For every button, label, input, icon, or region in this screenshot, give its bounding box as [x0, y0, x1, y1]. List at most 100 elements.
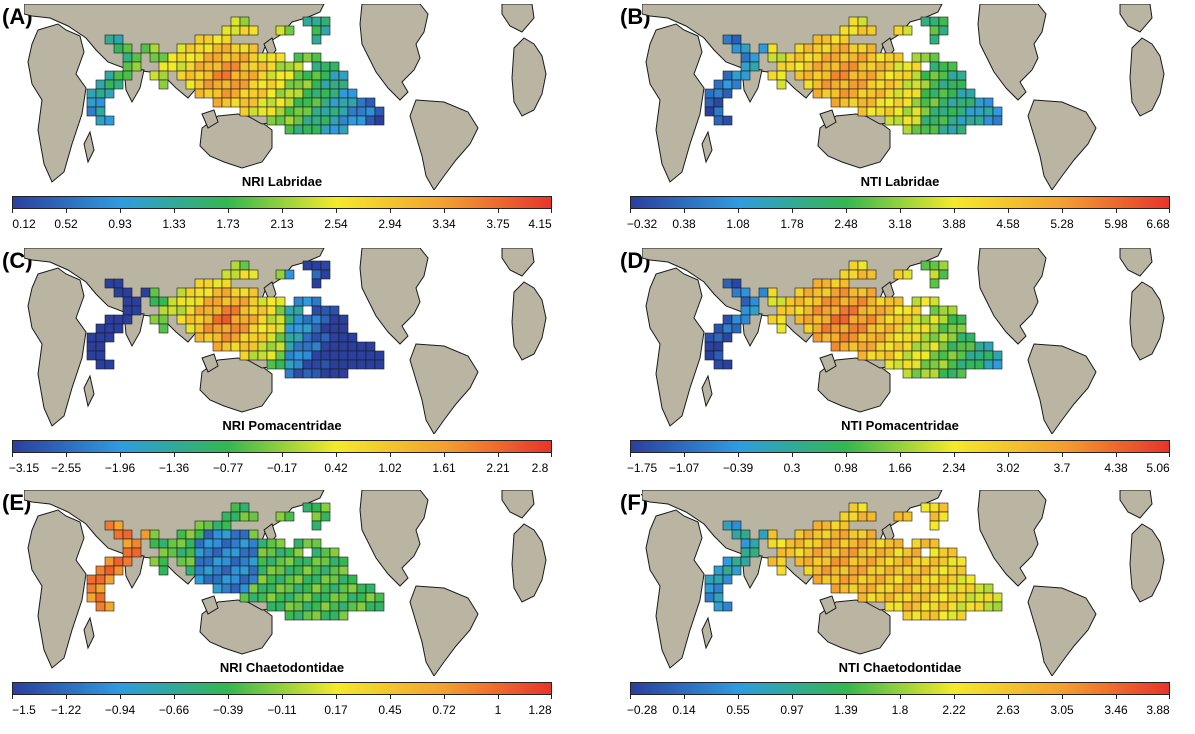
- grid-cell: [248, 574, 259, 585]
- landmass-africa: [27, 267, 87, 427]
- colorbar-tick-label: 1: [494, 703, 502, 717]
- grid-cell: [230, 25, 241, 36]
- colorbar-tick: [66, 695, 67, 699]
- grid-cell: [212, 97, 223, 108]
- grid-cell: [104, 115, 115, 126]
- world-map: [24, 248, 547, 434]
- grid-cell: [749, 538, 760, 549]
- colorbar-title: NTI Labridae: [860, 174, 940, 189]
- grid-cell: [320, 350, 331, 361]
- grid-cell: [812, 305, 823, 316]
- grid-cell: [230, 547, 241, 558]
- colorbar-tick: [1062, 209, 1063, 213]
- grid-cell: [965, 601, 976, 612]
- grid-cell: [938, 124, 949, 135]
- grid-cell: [776, 79, 787, 90]
- grid-cell: [239, 287, 250, 298]
- grid-cell: [320, 592, 331, 603]
- grid-cell: [347, 583, 358, 594]
- grid-cell: [320, 601, 331, 612]
- grid-cell: [722, 565, 733, 576]
- grid-cell: [947, 592, 958, 603]
- grid-cell: [839, 547, 850, 558]
- grid-cell: [713, 601, 724, 612]
- colorbar-tick-label: −0.66: [158, 703, 190, 717]
- grid-cell: [929, 106, 940, 117]
- world-map: [642, 490, 1165, 676]
- grid-cell: [920, 574, 931, 585]
- grid-cell: [329, 305, 340, 316]
- grid-cell: [212, 556, 223, 567]
- grid-cell: [203, 574, 214, 585]
- grid-cell: [158, 70, 169, 81]
- grid-cell: [149, 296, 160, 307]
- grid-cell: [731, 34, 742, 45]
- grid-cell: [311, 278, 322, 289]
- grid-cell: [812, 79, 823, 90]
- grid-cell: [929, 547, 940, 558]
- grid-cell: [821, 70, 832, 81]
- grid-cell: [794, 61, 805, 72]
- grid-cell: [275, 341, 286, 352]
- grid-cell: [713, 350, 724, 361]
- grid-cell: [938, 341, 949, 352]
- grid-cell: [812, 314, 823, 325]
- grid-cell: [347, 88, 358, 99]
- grid-cell: [203, 52, 214, 63]
- grid-cell: [230, 538, 241, 549]
- grid-cell: [95, 583, 106, 594]
- grid-cell: [812, 529, 823, 540]
- grid-cell: [329, 97, 340, 108]
- grid-cell: [956, 592, 967, 603]
- grid-cell: [929, 16, 940, 27]
- grid-cell: [965, 88, 976, 99]
- grid-cell: [293, 79, 304, 90]
- grid-cell: [785, 296, 796, 307]
- grid-cell: [185, 547, 196, 558]
- grid-cell: [203, 565, 214, 576]
- grid-cell: [902, 341, 913, 352]
- grid-cell: [938, 592, 949, 603]
- grid-cell: [893, 574, 904, 585]
- colorbar-tick: [1116, 209, 1117, 213]
- grid-cell: [920, 70, 931, 81]
- grid-cell: [104, 278, 115, 289]
- grid-cell: [194, 305, 205, 316]
- colorbar-tick-label: 0.17: [324, 703, 348, 717]
- grid-cell: [938, 314, 949, 325]
- colorbar-tick-label: 1.08: [726, 217, 750, 231]
- grid-cell: [293, 583, 304, 594]
- colorbar-tick: [282, 209, 283, 213]
- grid-cell: [857, 592, 868, 603]
- colorbar-tick: [336, 695, 337, 699]
- grid-cell: [302, 79, 313, 90]
- grid-cell: [347, 601, 358, 612]
- grid-cell: [704, 350, 715, 361]
- colorbar-tick: [792, 453, 793, 457]
- grid-cell: [821, 52, 832, 63]
- grid-cell: [185, 305, 196, 316]
- grid-cell: [956, 124, 967, 135]
- grid-cell: [293, 547, 304, 558]
- grid-cell: [920, 323, 931, 334]
- landmass-australia: [199, 599, 273, 655]
- grid-cell: [776, 314, 787, 325]
- grid-cell: [320, 16, 331, 27]
- grid-cell: [848, 79, 859, 90]
- grid-cell: [848, 70, 859, 81]
- grid-cell: [884, 305, 895, 316]
- grid-cell: [275, 61, 286, 72]
- grid-cell: [722, 556, 733, 567]
- grid-cell: [212, 529, 223, 540]
- grid-cell: [113, 529, 124, 540]
- grid-cell: [920, 106, 931, 117]
- colorbar-tick: [390, 695, 391, 699]
- colorbar-tick-label: 5.28: [1050, 217, 1074, 231]
- grid-cell: [302, 341, 313, 352]
- grid-cell: [893, 25, 904, 36]
- grid-cell: [122, 52, 133, 63]
- grid-cell: [257, 350, 268, 361]
- grid-cell: [911, 323, 922, 334]
- colorbar-tick: [336, 453, 337, 457]
- grid-cell: [320, 70, 331, 81]
